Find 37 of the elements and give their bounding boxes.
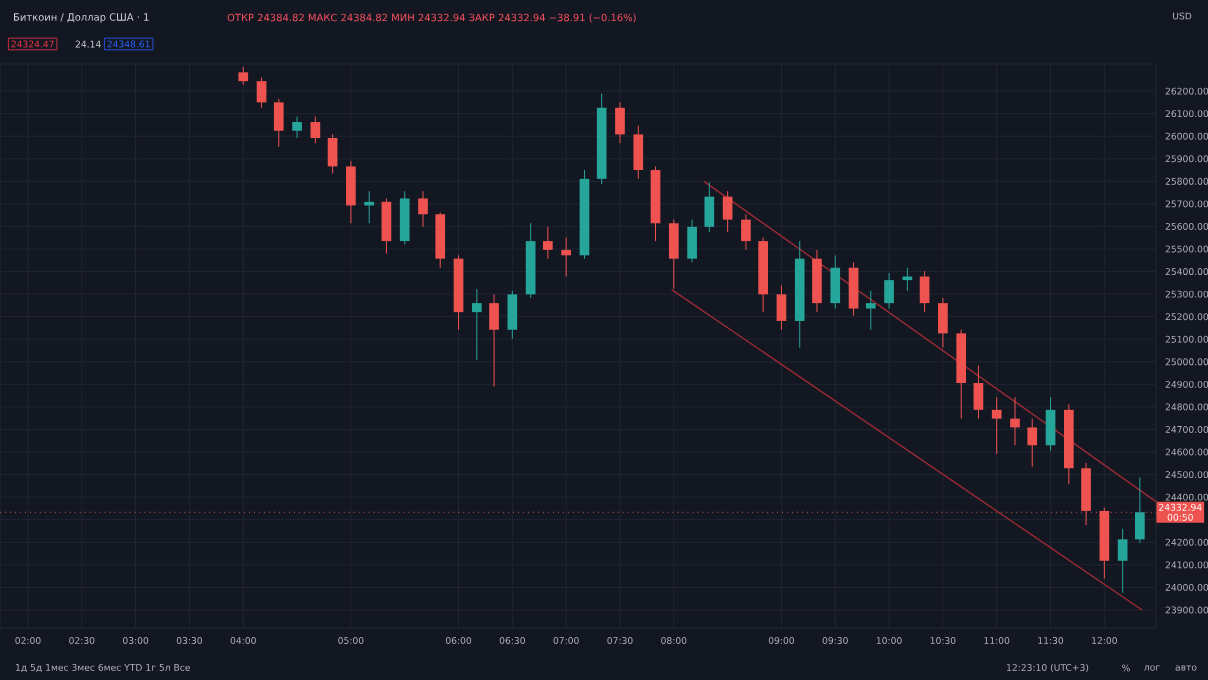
candlestick [615,101,625,144]
candlestick [1117,528,1128,594]
candlestick [633,125,644,180]
candlestick [561,236,572,278]
candlestick [418,190,428,228]
candlestick [381,197,392,254]
candlestick [507,290,518,340]
candlestick [848,261,859,317]
candlestick [919,270,930,313]
candlestick [938,297,948,349]
candlestick [489,293,499,388]
candlestick [292,116,302,139]
candlestick [1045,396,1056,452]
candlestick [884,272,894,310]
candlestick [973,364,984,420]
candlestick [346,160,356,224]
candlestick [776,284,787,331]
candlestick [865,290,876,331]
candlestick [399,190,410,245]
candlestick [435,212,446,269]
candlestick [741,213,751,251]
candlestick [668,219,679,290]
candlestick [830,254,841,310]
candlestick [273,98,284,148]
candlestick [687,219,697,263]
candlestick [310,116,321,144]
candlestick [256,77,267,109]
candlestick [1027,418,1038,468]
candlestick [543,226,553,260]
candlestick [1135,476,1145,544]
candlestick [327,133,338,174]
candlestick [1010,396,1020,446]
candlestick [722,190,733,233]
candlestick [471,288,482,361]
candlestick [991,396,1002,455]
candlestick [812,249,822,313]
candlestick [704,181,715,233]
